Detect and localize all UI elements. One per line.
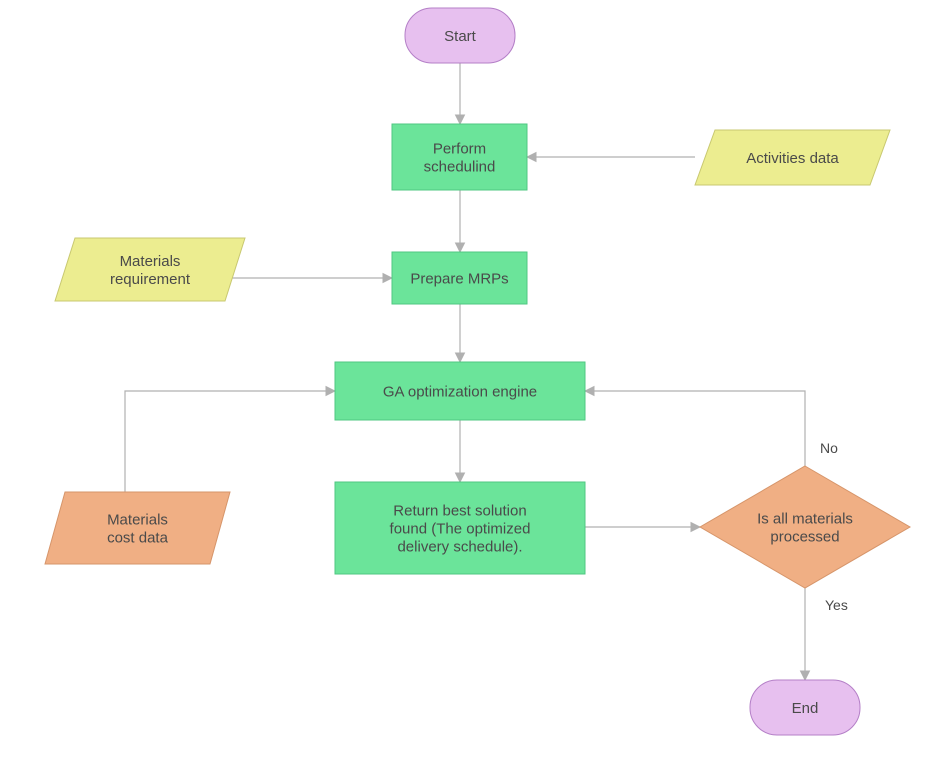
node-label: Prepare MRPs: [410, 270, 508, 287]
edge-label: Yes: [825, 597, 848, 613]
node-label: Start: [444, 28, 477, 45]
edge: [585, 391, 805, 466]
node-label: Activities data: [746, 150, 839, 167]
node-label: Materialscost data: [107, 511, 169, 546]
node-label: Return best solutionfound (The optimized…: [390, 502, 531, 555]
flowchart-canvas: No Yes Start Performschedulind Activities da…: [0, 0, 928, 771]
node-label: GA optimization engine: [383, 383, 537, 400]
edge-label: No: [820, 440, 838, 456]
node-label: End: [792, 700, 819, 717]
node-label: Performschedulind: [424, 140, 496, 175]
node-label: Materialsrequirement: [110, 253, 191, 288]
node-label: Is all materialsprocessed: [757, 510, 853, 545]
edge: [125, 391, 335, 492]
